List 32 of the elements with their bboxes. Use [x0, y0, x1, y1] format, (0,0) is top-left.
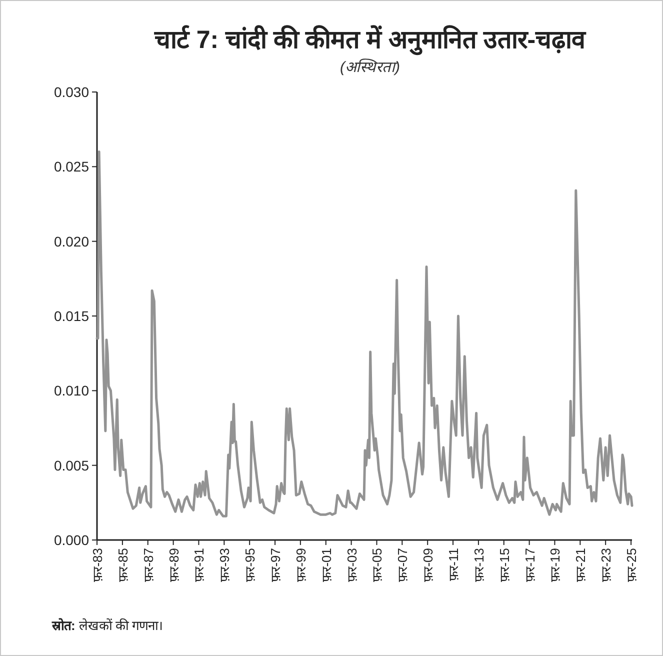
x-tick-label: फ़र-13: [471, 548, 486, 582]
x-tick-label: फ़र-85: [115, 548, 130, 582]
y-tick-label: 0.015: [54, 308, 90, 324]
y-tick-label: 0.005: [54, 457, 90, 474]
x-tick-label: फ़र-83: [90, 548, 105, 582]
x-tick-label: फ़र-17: [522, 548, 538, 582]
x-tick-label: फ़र-91: [192, 548, 207, 582]
x-tick-label: फ़र-97: [268, 548, 284, 582]
chart-subtitle: (अस्थिरता): [340, 58, 400, 76]
text: स्रोत: लेखकों की गणना।: [51, 618, 164, 633]
x-tick-label: फ़र-01: [318, 548, 334, 582]
x-tick-label: फ़र-21: [573, 548, 588, 582]
y-tick-label: 0.010: [54, 382, 90, 399]
y-tick-label: 0.000: [54, 532, 90, 548]
chart-title: चार्ट 7: चांदी की कीमत में अनुमानित उतार-चढ़ाव: [153, 25, 587, 56]
y-tick-label: 0.025: [54, 158, 90, 175]
x-tick-label: फ़र-93: [217, 548, 232, 582]
x-tick-label: फ़र-87: [140, 548, 156, 582]
x-tick-label: फ़र-11: [446, 548, 462, 581]
x-tick-label: फ़र-89: [166, 548, 182, 582]
x-tick-label: फ़र-23: [598, 548, 614, 582]
x-tick-label: फ़र-03: [344, 548, 360, 582]
x-tick-label: फ़र-09: [420, 548, 436, 582]
x-tick-label: फ़र-19: [548, 548, 563, 582]
x-tick-label: फ़र-99: [293, 548, 308, 582]
x-tick-label: फ़र-15: [496, 548, 512, 582]
y-tick-label: 0.020: [54, 233, 90, 250]
x-tick-label: फ़र-05: [370, 548, 385, 582]
y-tick-label: 0.030: [54, 84, 90, 100]
x-tick-label: फ़र-07: [395, 548, 410, 582]
x-tick-label: फ़र-95: [242, 548, 258, 582]
x-tick-label: फ़र-25: [624, 548, 640, 582]
